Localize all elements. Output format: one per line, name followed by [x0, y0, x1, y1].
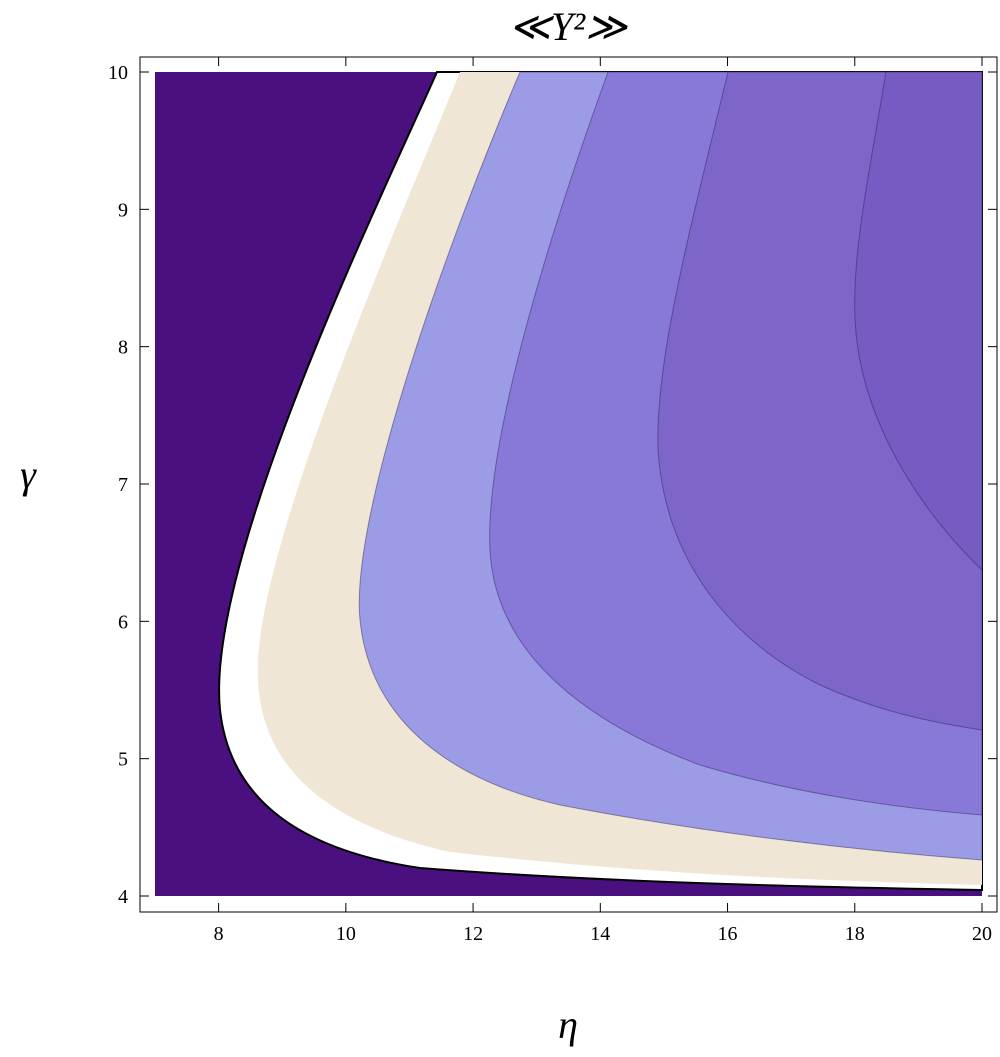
y-tick-label: 4 — [118, 886, 128, 908]
y-tick-label: 10 — [108, 62, 128, 84]
x-tick-label: 8 — [214, 923, 224, 945]
x-tick-label: 14 — [590, 923, 610, 945]
contour-regions — [155, 71, 983, 896]
x-tick-label: 18 — [845, 923, 865, 945]
y-tick-label: 6 — [118, 611, 128, 633]
y-tick-label: 5 — [118, 749, 128, 771]
y-axis-label: γ — [20, 452, 37, 497]
y-tick-label: 7 — [118, 474, 128, 496]
chart-title: ≪Y²≫ — [509, 4, 628, 49]
x-axis-label: η — [558, 1002, 578, 1047]
x-tick-label: 10 — [336, 923, 356, 945]
x-tick-label: 12 — [463, 923, 483, 945]
y-tick-label: 9 — [118, 199, 128, 221]
x-tick-label: 20 — [972, 923, 992, 945]
x-tick-label: 16 — [718, 923, 738, 945]
y-tick-label: 8 — [118, 337, 128, 359]
contour-band — [854, 71, 983, 572]
